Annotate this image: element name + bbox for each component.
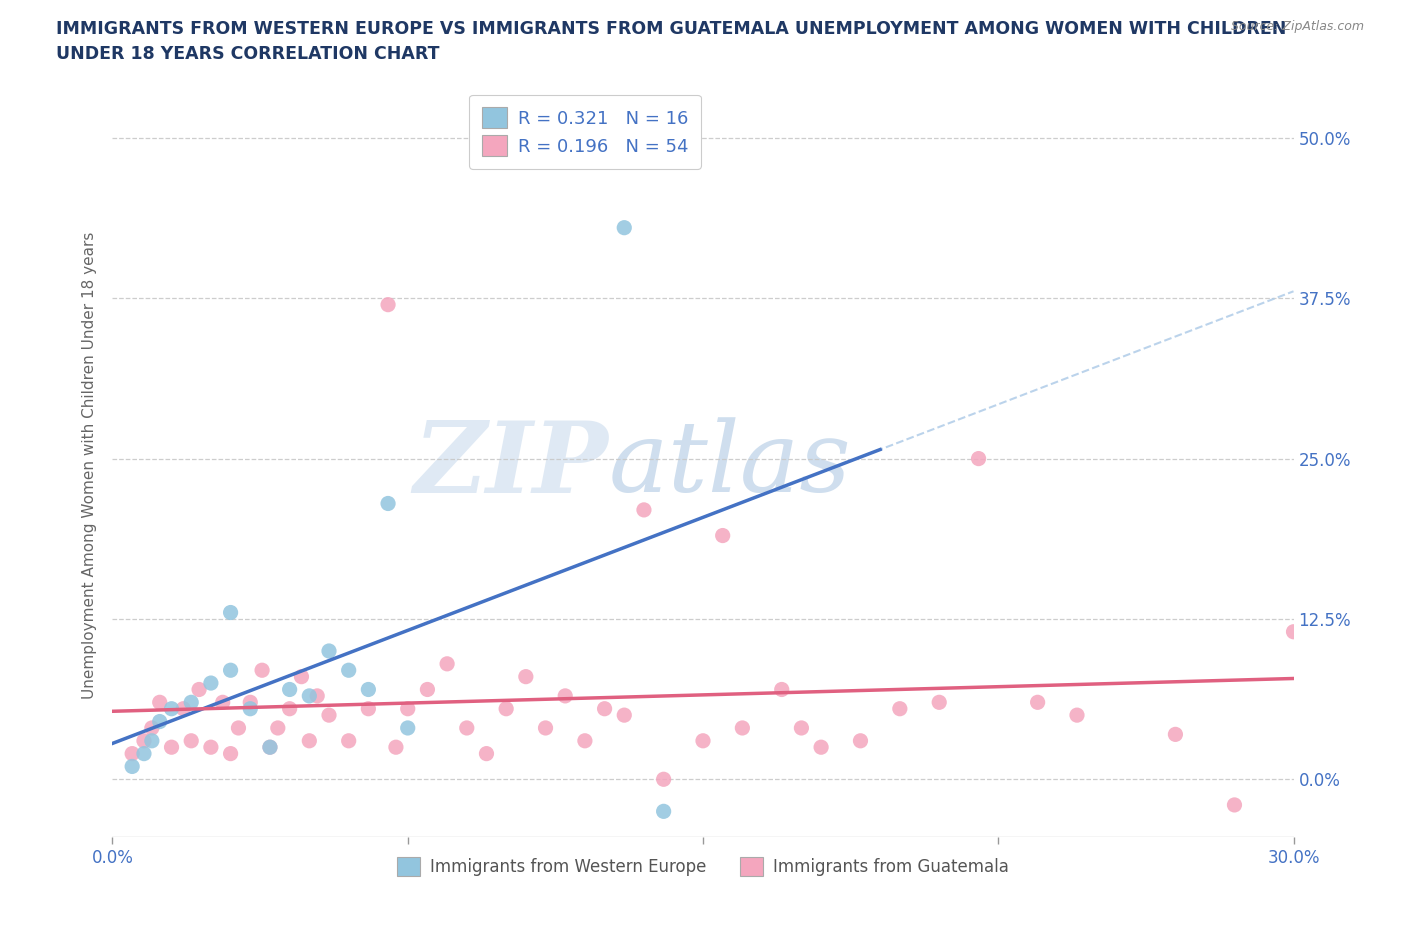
- Point: [307, 688, 329, 703]
- Point: [298, 734, 321, 749]
- Point: [141, 721, 163, 736]
- Point: [200, 739, 222, 754]
- Point: [456, 721, 478, 736]
- Point: [967, 451, 990, 466]
- Point: [928, 695, 950, 710]
- Point: [377, 496, 399, 511]
- Point: [239, 695, 262, 710]
- Point: [318, 644, 340, 658]
- Point: [652, 772, 675, 787]
- Point: [1164, 727, 1187, 742]
- Point: [357, 682, 380, 697]
- Point: [377, 298, 399, 312]
- Point: [810, 739, 832, 754]
- Point: [731, 721, 754, 736]
- Point: [889, 701, 911, 716]
- Point: [554, 688, 576, 703]
- Point: [396, 721, 419, 736]
- Point: [692, 734, 714, 749]
- Point: [278, 701, 301, 716]
- Point: [396, 701, 419, 716]
- Point: [1026, 695, 1049, 710]
- Point: [219, 746, 242, 761]
- Point: [711, 528, 734, 543]
- Point: [613, 220, 636, 235]
- Text: Source: ZipAtlas.com: Source: ZipAtlas.com: [1230, 20, 1364, 33]
- Point: [132, 734, 155, 749]
- Point: [416, 682, 439, 697]
- Point: [160, 739, 183, 754]
- Legend: Immigrants from Western Europe, Immigrants from Guatemala: Immigrants from Western Europe, Immigran…: [388, 848, 1018, 884]
- Y-axis label: Unemployment Among Women with Children Under 18 years: Unemployment Among Women with Children U…: [82, 232, 97, 698]
- Point: [267, 721, 290, 736]
- Point: [132, 746, 155, 761]
- Point: [239, 701, 262, 716]
- Point: [188, 682, 211, 697]
- Point: [141, 734, 163, 749]
- Point: [219, 663, 242, 678]
- Point: [160, 701, 183, 716]
- Point: [259, 739, 281, 754]
- Point: [1223, 798, 1246, 813]
- Point: [298, 688, 321, 703]
- Point: [593, 701, 616, 716]
- Point: [211, 695, 233, 710]
- Point: [259, 739, 281, 754]
- Point: [790, 721, 813, 736]
- Point: [849, 734, 872, 749]
- Point: [149, 714, 172, 729]
- Point: [149, 695, 172, 710]
- Point: [228, 721, 250, 736]
- Point: [770, 682, 793, 697]
- Point: [385, 739, 408, 754]
- Text: atlas: atlas: [609, 418, 851, 512]
- Point: [633, 502, 655, 517]
- Point: [318, 708, 340, 723]
- Point: [278, 682, 301, 697]
- Text: ZIP: ZIP: [413, 417, 609, 513]
- Point: [337, 663, 360, 678]
- Point: [534, 721, 557, 736]
- Point: [574, 734, 596, 749]
- Text: UNDER 18 YEARS CORRELATION CHART: UNDER 18 YEARS CORRELATION CHART: [56, 45, 440, 62]
- Point: [121, 746, 143, 761]
- Point: [180, 695, 202, 710]
- Point: [290, 670, 312, 684]
- Point: [475, 746, 498, 761]
- Text: IMMIGRANTS FROM WESTERN EUROPE VS IMMIGRANTS FROM GUATEMALA UNEMPLOYMENT AMONG W: IMMIGRANTS FROM WESTERN EUROPE VS IMMIGR…: [56, 20, 1286, 38]
- Point: [121, 759, 143, 774]
- Point: [613, 708, 636, 723]
- Point: [357, 701, 380, 716]
- Point: [219, 605, 242, 620]
- Point: [172, 701, 194, 716]
- Point: [337, 734, 360, 749]
- Point: [250, 663, 273, 678]
- Point: [495, 701, 517, 716]
- Point: [436, 657, 458, 671]
- Point: [1066, 708, 1088, 723]
- Point: [652, 804, 675, 818]
- Point: [1282, 624, 1305, 639]
- Point: [200, 675, 222, 690]
- Point: [180, 734, 202, 749]
- Point: [515, 670, 537, 684]
